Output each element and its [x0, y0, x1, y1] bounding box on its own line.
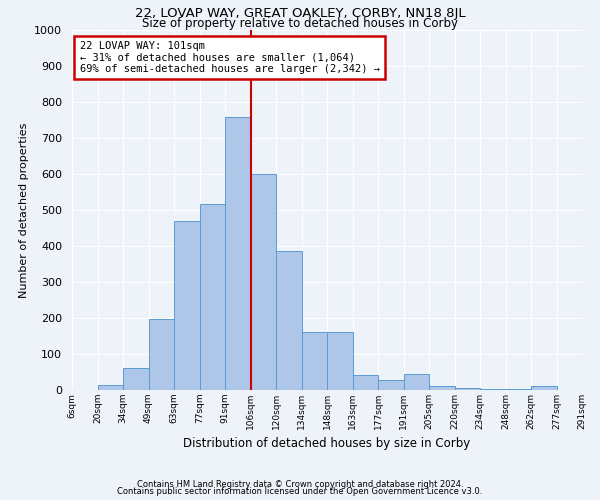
- Bar: [149, 319, 174, 390]
- Bar: [123, 368, 149, 390]
- Bar: [97, 384, 123, 390]
- Bar: [199, 204, 225, 390]
- Bar: [251, 174, 276, 390]
- Bar: [353, 375, 378, 390]
- Bar: [480, 389, 505, 390]
- Text: 22 LOVAP WAY: 101sqm
← 31% of detached houses are smaller (1,064)
69% of semi-de: 22 LOVAP WAY: 101sqm ← 31% of detached h…: [80, 41, 380, 74]
- Bar: [327, 332, 353, 390]
- Bar: [531, 386, 557, 390]
- Bar: [404, 374, 429, 390]
- Bar: [276, 252, 302, 390]
- Text: 22, LOVAP WAY, GREAT OAKLEY, CORBY, NN18 8JL: 22, LOVAP WAY, GREAT OAKLEY, CORBY, NN18…: [134, 8, 466, 20]
- Bar: [225, 118, 251, 390]
- X-axis label: Distribution of detached houses by size in Corby: Distribution of detached houses by size …: [184, 438, 470, 450]
- Bar: [174, 221, 199, 390]
- Bar: [455, 388, 480, 390]
- Text: Contains HM Land Registry data © Crown copyright and database right 2024.: Contains HM Land Registry data © Crown c…: [137, 480, 463, 489]
- Bar: [378, 380, 404, 390]
- Bar: [302, 332, 327, 390]
- Bar: [429, 386, 455, 390]
- Text: Size of property relative to detached houses in Corby: Size of property relative to detached ho…: [142, 18, 458, 30]
- Y-axis label: Number of detached properties: Number of detached properties: [19, 122, 29, 298]
- Text: Contains public sector information licensed under the Open Government Licence v3: Contains public sector information licen…: [118, 487, 482, 496]
- Bar: [505, 389, 531, 390]
